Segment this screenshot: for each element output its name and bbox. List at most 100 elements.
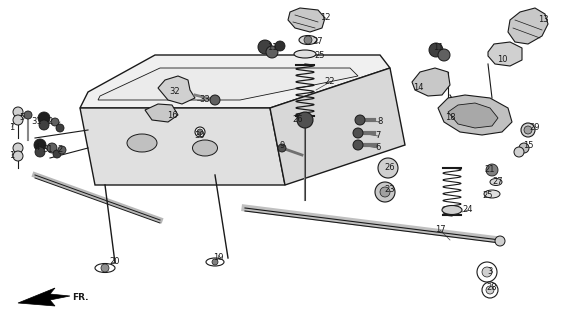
Polygon shape <box>448 103 498 128</box>
Circle shape <box>47 143 57 153</box>
Circle shape <box>486 164 498 176</box>
Text: 17: 17 <box>435 226 445 235</box>
Polygon shape <box>488 42 522 66</box>
Circle shape <box>477 262 497 282</box>
Circle shape <box>13 151 23 161</box>
Circle shape <box>38 112 50 124</box>
Text: 11: 11 <box>433 44 444 52</box>
Circle shape <box>438 49 450 61</box>
Ellipse shape <box>490 179 502 186</box>
Ellipse shape <box>484 190 500 198</box>
Ellipse shape <box>206 258 224 266</box>
Text: 30: 30 <box>195 132 205 140</box>
Circle shape <box>297 112 313 128</box>
Polygon shape <box>158 76 195 104</box>
Circle shape <box>39 120 49 130</box>
Polygon shape <box>270 68 405 185</box>
Text: 18: 18 <box>445 114 456 123</box>
Ellipse shape <box>193 140 218 156</box>
Circle shape <box>13 115 23 125</box>
Circle shape <box>378 158 398 178</box>
Text: 15: 15 <box>523 140 533 149</box>
Circle shape <box>486 286 494 294</box>
Polygon shape <box>508 8 548 44</box>
Circle shape <box>53 150 61 158</box>
Circle shape <box>51 118 59 126</box>
Circle shape <box>495 236 505 246</box>
Text: 21: 21 <box>485 165 495 174</box>
Text: 6: 6 <box>375 143 380 153</box>
Circle shape <box>13 107 23 117</box>
Circle shape <box>482 267 492 277</box>
Text: 32: 32 <box>170 87 180 97</box>
Circle shape <box>521 123 535 137</box>
Text: 26: 26 <box>384 164 395 172</box>
Text: 2: 2 <box>57 146 62 155</box>
Text: 20: 20 <box>110 258 120 267</box>
Polygon shape <box>288 8 325 32</box>
Text: 12: 12 <box>320 13 330 22</box>
Text: 24: 24 <box>463 205 473 214</box>
Circle shape <box>101 264 109 272</box>
Circle shape <box>258 40 272 54</box>
Text: 1: 1 <box>9 123 15 132</box>
Ellipse shape <box>95 263 115 273</box>
Circle shape <box>35 147 45 157</box>
Circle shape <box>380 187 390 197</box>
Text: 14: 14 <box>413 84 423 92</box>
Text: 8: 8 <box>377 117 383 126</box>
Text: 1: 1 <box>9 150 15 159</box>
Text: 26: 26 <box>293 116 303 124</box>
Polygon shape <box>412 68 450 96</box>
Text: 31: 31 <box>32 117 42 126</box>
Circle shape <box>212 259 218 265</box>
Circle shape <box>24 111 32 119</box>
Text: 3: 3 <box>487 268 493 276</box>
Ellipse shape <box>127 134 157 152</box>
Ellipse shape <box>299 36 317 44</box>
Circle shape <box>266 46 278 58</box>
Text: 27: 27 <box>313 37 323 46</box>
Circle shape <box>278 144 286 152</box>
Circle shape <box>304 36 312 44</box>
Text: 27: 27 <box>493 178 503 187</box>
Ellipse shape <box>136 76 174 88</box>
Circle shape <box>210 95 220 105</box>
Circle shape <box>275 41 285 51</box>
Circle shape <box>56 124 64 132</box>
Text: 2: 2 <box>48 117 53 126</box>
Circle shape <box>375 182 395 202</box>
Circle shape <box>355 115 365 125</box>
Polygon shape <box>98 68 358 100</box>
Circle shape <box>524 126 532 134</box>
Circle shape <box>429 43 443 57</box>
Circle shape <box>514 147 524 157</box>
Circle shape <box>353 128 363 138</box>
Circle shape <box>13 143 23 153</box>
Text: 29: 29 <box>530 124 540 132</box>
Ellipse shape <box>294 50 316 58</box>
Circle shape <box>353 140 363 150</box>
Text: 16: 16 <box>167 110 177 119</box>
Circle shape <box>197 129 203 135</box>
Text: 25: 25 <box>482 190 493 199</box>
Text: 23: 23 <box>384 186 395 195</box>
Text: 22: 22 <box>325 77 335 86</box>
Text: 7: 7 <box>375 132 380 140</box>
Text: 4: 4 <box>34 143 40 153</box>
Circle shape <box>482 282 498 298</box>
Text: 5: 5 <box>19 114 25 123</box>
Text: 31: 31 <box>42 146 53 155</box>
Circle shape <box>58 146 66 154</box>
Text: 33: 33 <box>199 95 210 105</box>
Polygon shape <box>145 104 178 122</box>
Text: 28: 28 <box>486 284 497 292</box>
Text: 11: 11 <box>267 44 277 52</box>
Circle shape <box>519 143 529 153</box>
Circle shape <box>34 139 46 151</box>
Text: 10: 10 <box>497 55 507 65</box>
Circle shape <box>195 127 205 137</box>
Ellipse shape <box>274 69 302 79</box>
Polygon shape <box>18 288 70 306</box>
Ellipse shape <box>202 73 234 83</box>
